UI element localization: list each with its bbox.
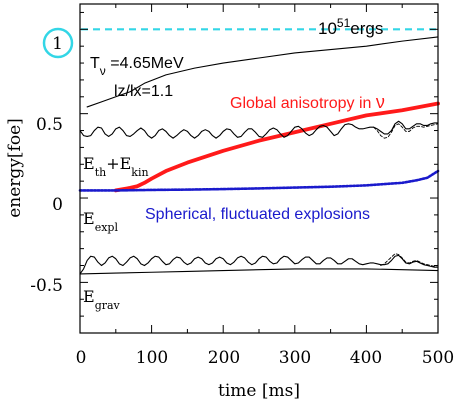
reference-unit: ergs — [350, 19, 383, 38]
eth-plus: +E — [106, 154, 131, 173]
egrav-main: E — [83, 287, 95, 306]
x-tick-label-0: 0 — [76, 348, 87, 368]
highlight-circle — [42, 27, 74, 59]
x-tick-label-400: 400 — [350, 348, 382, 368]
x-axis-label: time [ms] — [218, 381, 300, 401]
egrav-sub: grav — [95, 299, 121, 312]
series-line-spherical — [78, 169, 440, 192]
series-layer — [78, 28, 440, 275]
ekin-sub: kin — [131, 166, 148, 179]
series-line-eth-ekin-alt — [373, 123, 439, 139]
eth-ekin-label: Eth+Ekin — [83, 154, 149, 179]
eth-sub: th — [95, 166, 107, 179]
y-tick-label-neg0.5: -0.5 — [30, 276, 63, 296]
t-nu-sub: ν — [100, 64, 106, 78]
reference-exp: 51 — [337, 16, 351, 30]
series-line-anisotropy — [113, 101, 440, 193]
t-nu-main: T — [90, 55, 100, 72]
series-line-egrav-alt — [380, 253, 439, 268]
t-nu-annotation: Tν =4.65MeV — [90, 55, 184, 78]
y-axis-label: energy[foe] — [5, 118, 25, 218]
global-anisotropy-nu: ν — [376, 92, 385, 112]
spherical-label: Spherical, fluctuated explosions — [145, 206, 370, 223]
x-tick-label-300: 300 — [279, 348, 311, 368]
series-line-upper — [86, 36, 439, 108]
global-anisotropy-text: Global anisotropy in — [230, 95, 376, 112]
eth-main: E — [83, 154, 95, 173]
x-tick-label-500: 500 — [422, 348, 454, 368]
series-line-lower-smooth — [79, 268, 439, 275]
y-tick-label-0.5: 0.5 — [36, 115, 63, 135]
eexpl-sub: expl — [95, 221, 119, 234]
y-tick-label-0: 0 — [52, 195, 63, 215]
ticks-layer — [79, 4, 439, 333]
x-tick-label-100: 100 — [136, 348, 168, 368]
x-tick-label-200: 200 — [208, 348, 240, 368]
lz-lx-annotation: lz/lx=1.1 — [114, 83, 173, 100]
series-line-egrav — [79, 254, 439, 275]
reference-line-label: 1051ergs — [318, 16, 383, 38]
t-nu-value: =4.65MeV — [106, 55, 184, 72]
reference-base: 10 — [318, 19, 337, 38]
y-tick-label-1: 1 — [52, 34, 63, 54]
global-anisotropy-label: Global anisotropy in ν — [230, 92, 385, 112]
eexpl-main: E — [83, 209, 95, 228]
series-line-eth-ekin — [79, 120, 439, 139]
egrav-label: Egrav — [83, 287, 121, 312]
eexpl-label: Eexpl — [83, 209, 118, 234]
